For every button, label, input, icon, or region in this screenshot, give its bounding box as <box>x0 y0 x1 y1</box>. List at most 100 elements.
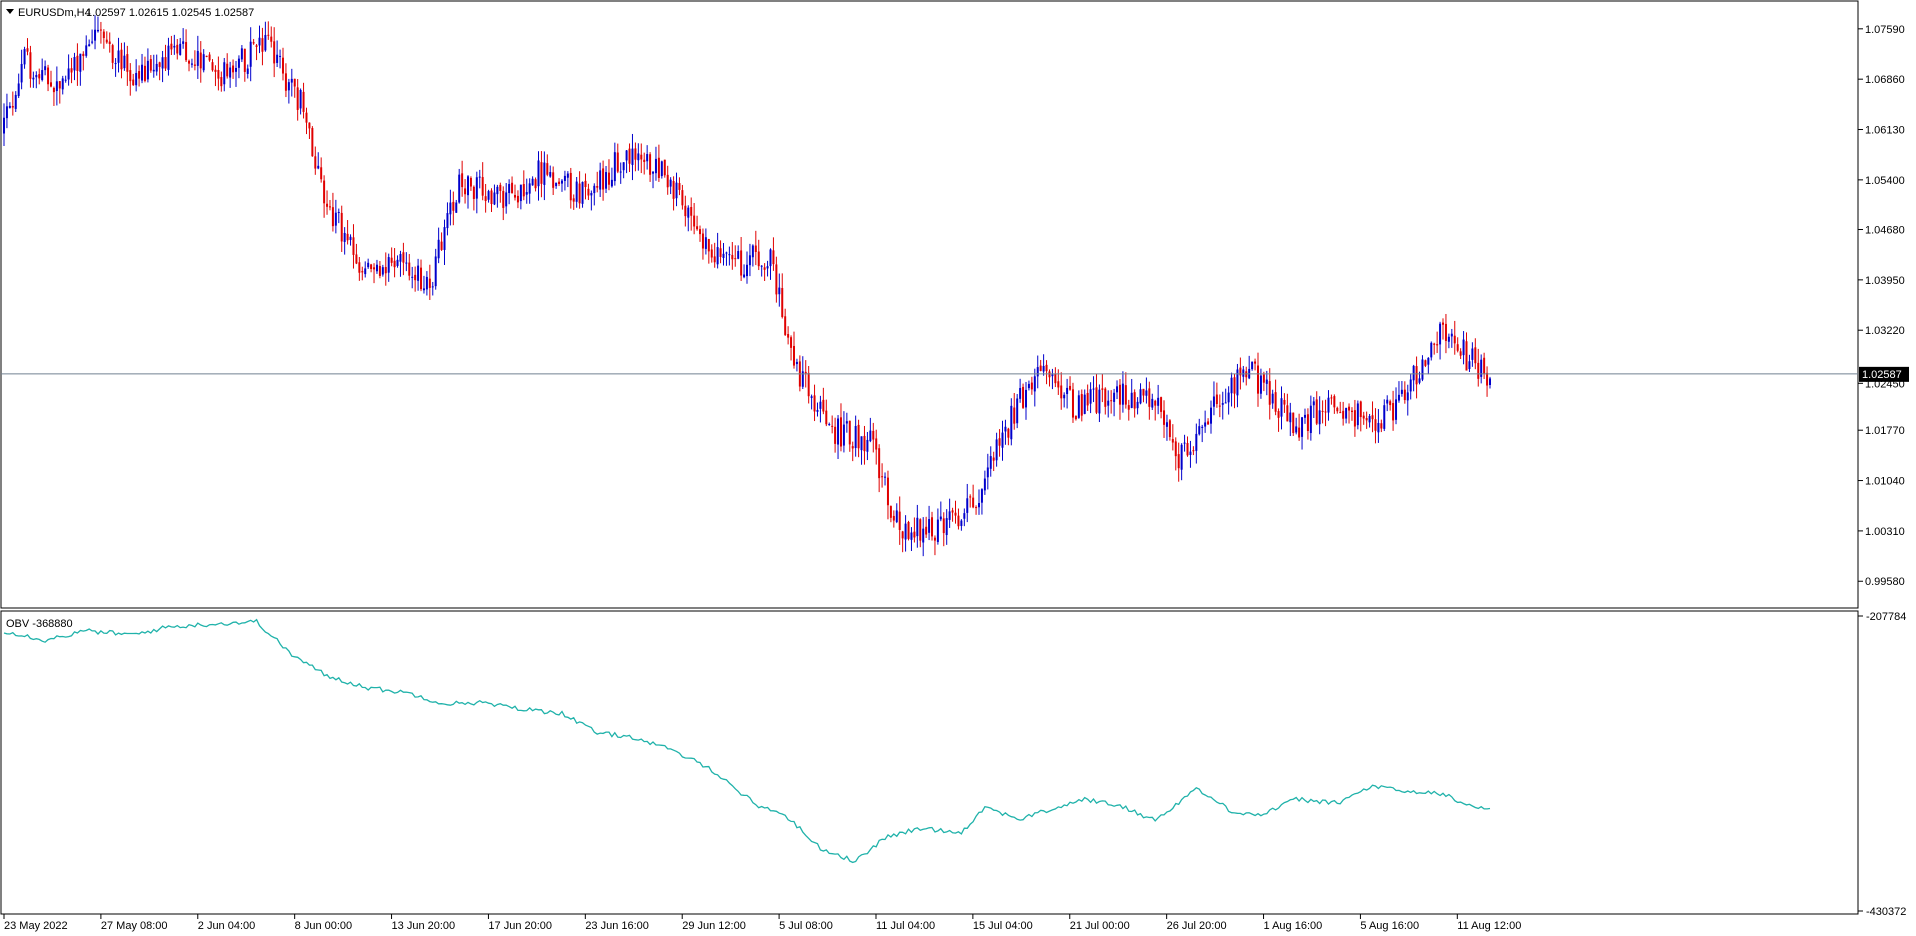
candle <box>469 176 472 191</box>
candle <box>634 142 637 172</box>
candle <box>1163 400 1166 438</box>
candle <box>434 248 437 290</box>
price-tick-label: 0.99580 <box>1865 576 1905 588</box>
candle <box>475 171 478 214</box>
time-tick-label: 5 Jul 08:00 <box>779 920 833 932</box>
candle <box>1080 389 1083 422</box>
indicator-panel[interactable] <box>0 610 1859 915</box>
time-tick-label: 11 Aug 12:00 <box>1457 920 1521 932</box>
candle <box>1295 417 1298 435</box>
candle <box>1124 372 1127 409</box>
candle <box>1489 376 1491 389</box>
collapse-triangle-icon[interactable] <box>6 9 14 14</box>
candle <box>326 190 329 215</box>
candle <box>1374 408 1377 444</box>
candle <box>513 184 516 201</box>
candle <box>1171 424 1174 451</box>
candle <box>502 186 505 221</box>
candle <box>467 175 470 209</box>
candle <box>170 35 173 56</box>
candle <box>1022 383 1025 409</box>
candle <box>1406 384 1409 416</box>
candle <box>1165 414 1168 441</box>
candle <box>402 242 405 276</box>
candle <box>534 177 537 192</box>
candle <box>978 489 981 515</box>
candle <box>1116 380 1119 400</box>
candle <box>422 275 425 294</box>
candle <box>299 88 302 115</box>
candle <box>581 181 584 208</box>
candle <box>425 271 428 296</box>
candle <box>1268 368 1271 420</box>
candle <box>217 56 220 91</box>
candle <box>516 190 519 209</box>
candle <box>114 58 117 77</box>
candle <box>431 281 434 296</box>
candle <box>279 49 282 69</box>
candle <box>455 199 458 213</box>
candle <box>1380 419 1383 433</box>
candle <box>1007 427 1010 446</box>
candle <box>437 227 440 264</box>
candle <box>1301 416 1304 450</box>
candle <box>1130 378 1133 409</box>
candle <box>208 52 211 62</box>
candle <box>1160 396 1163 419</box>
candle <box>822 387 825 415</box>
candle <box>801 356 804 390</box>
candle <box>267 21 270 40</box>
candle <box>173 34 176 55</box>
candle <box>1233 373 1236 409</box>
candle <box>1218 394 1221 418</box>
candle <box>834 417 837 453</box>
candle <box>1236 363 1239 408</box>
candle <box>669 177 672 195</box>
candle <box>1221 391 1224 420</box>
candle <box>1330 394 1333 405</box>
candle <box>519 184 522 210</box>
candle <box>546 154 549 177</box>
candle <box>907 520 910 541</box>
candle <box>748 243 751 277</box>
candle <box>825 399 828 427</box>
candle <box>1439 321 1442 360</box>
candle <box>881 463 884 488</box>
candle <box>1054 367 1057 388</box>
candle <box>399 250 402 277</box>
candle <box>1127 399 1130 421</box>
candle <box>975 505 978 515</box>
candle <box>1362 411 1365 425</box>
candle <box>490 188 493 212</box>
candle <box>1045 360 1048 385</box>
candle <box>892 510 895 528</box>
candle <box>346 220 349 245</box>
candle <box>1480 354 1483 384</box>
candle <box>925 516 928 538</box>
candle <box>511 176 514 194</box>
candle <box>331 192 334 232</box>
price-tick-label: 1.01040 <box>1865 476 1905 488</box>
time-tick-label: 21 Jul 00:00 <box>1070 920 1130 932</box>
candle <box>264 21 267 52</box>
candle <box>983 470 986 495</box>
candle <box>1177 442 1180 482</box>
candle <box>311 126 314 157</box>
candle <box>1368 413 1371 428</box>
candle <box>1315 391 1318 426</box>
candle <box>120 42 123 79</box>
candle <box>992 451 995 472</box>
candle <box>1430 341 1433 361</box>
candle <box>281 47 284 81</box>
candle <box>754 230 757 266</box>
candle <box>449 189 452 226</box>
candle <box>26 38 29 56</box>
candle <box>857 419 860 458</box>
candle <box>731 242 734 270</box>
candle <box>590 190 593 211</box>
candle <box>913 517 916 543</box>
time-tick-label: 8 Jun 00:00 <box>295 920 353 932</box>
candle <box>1136 397 1139 415</box>
candle <box>461 160 464 197</box>
